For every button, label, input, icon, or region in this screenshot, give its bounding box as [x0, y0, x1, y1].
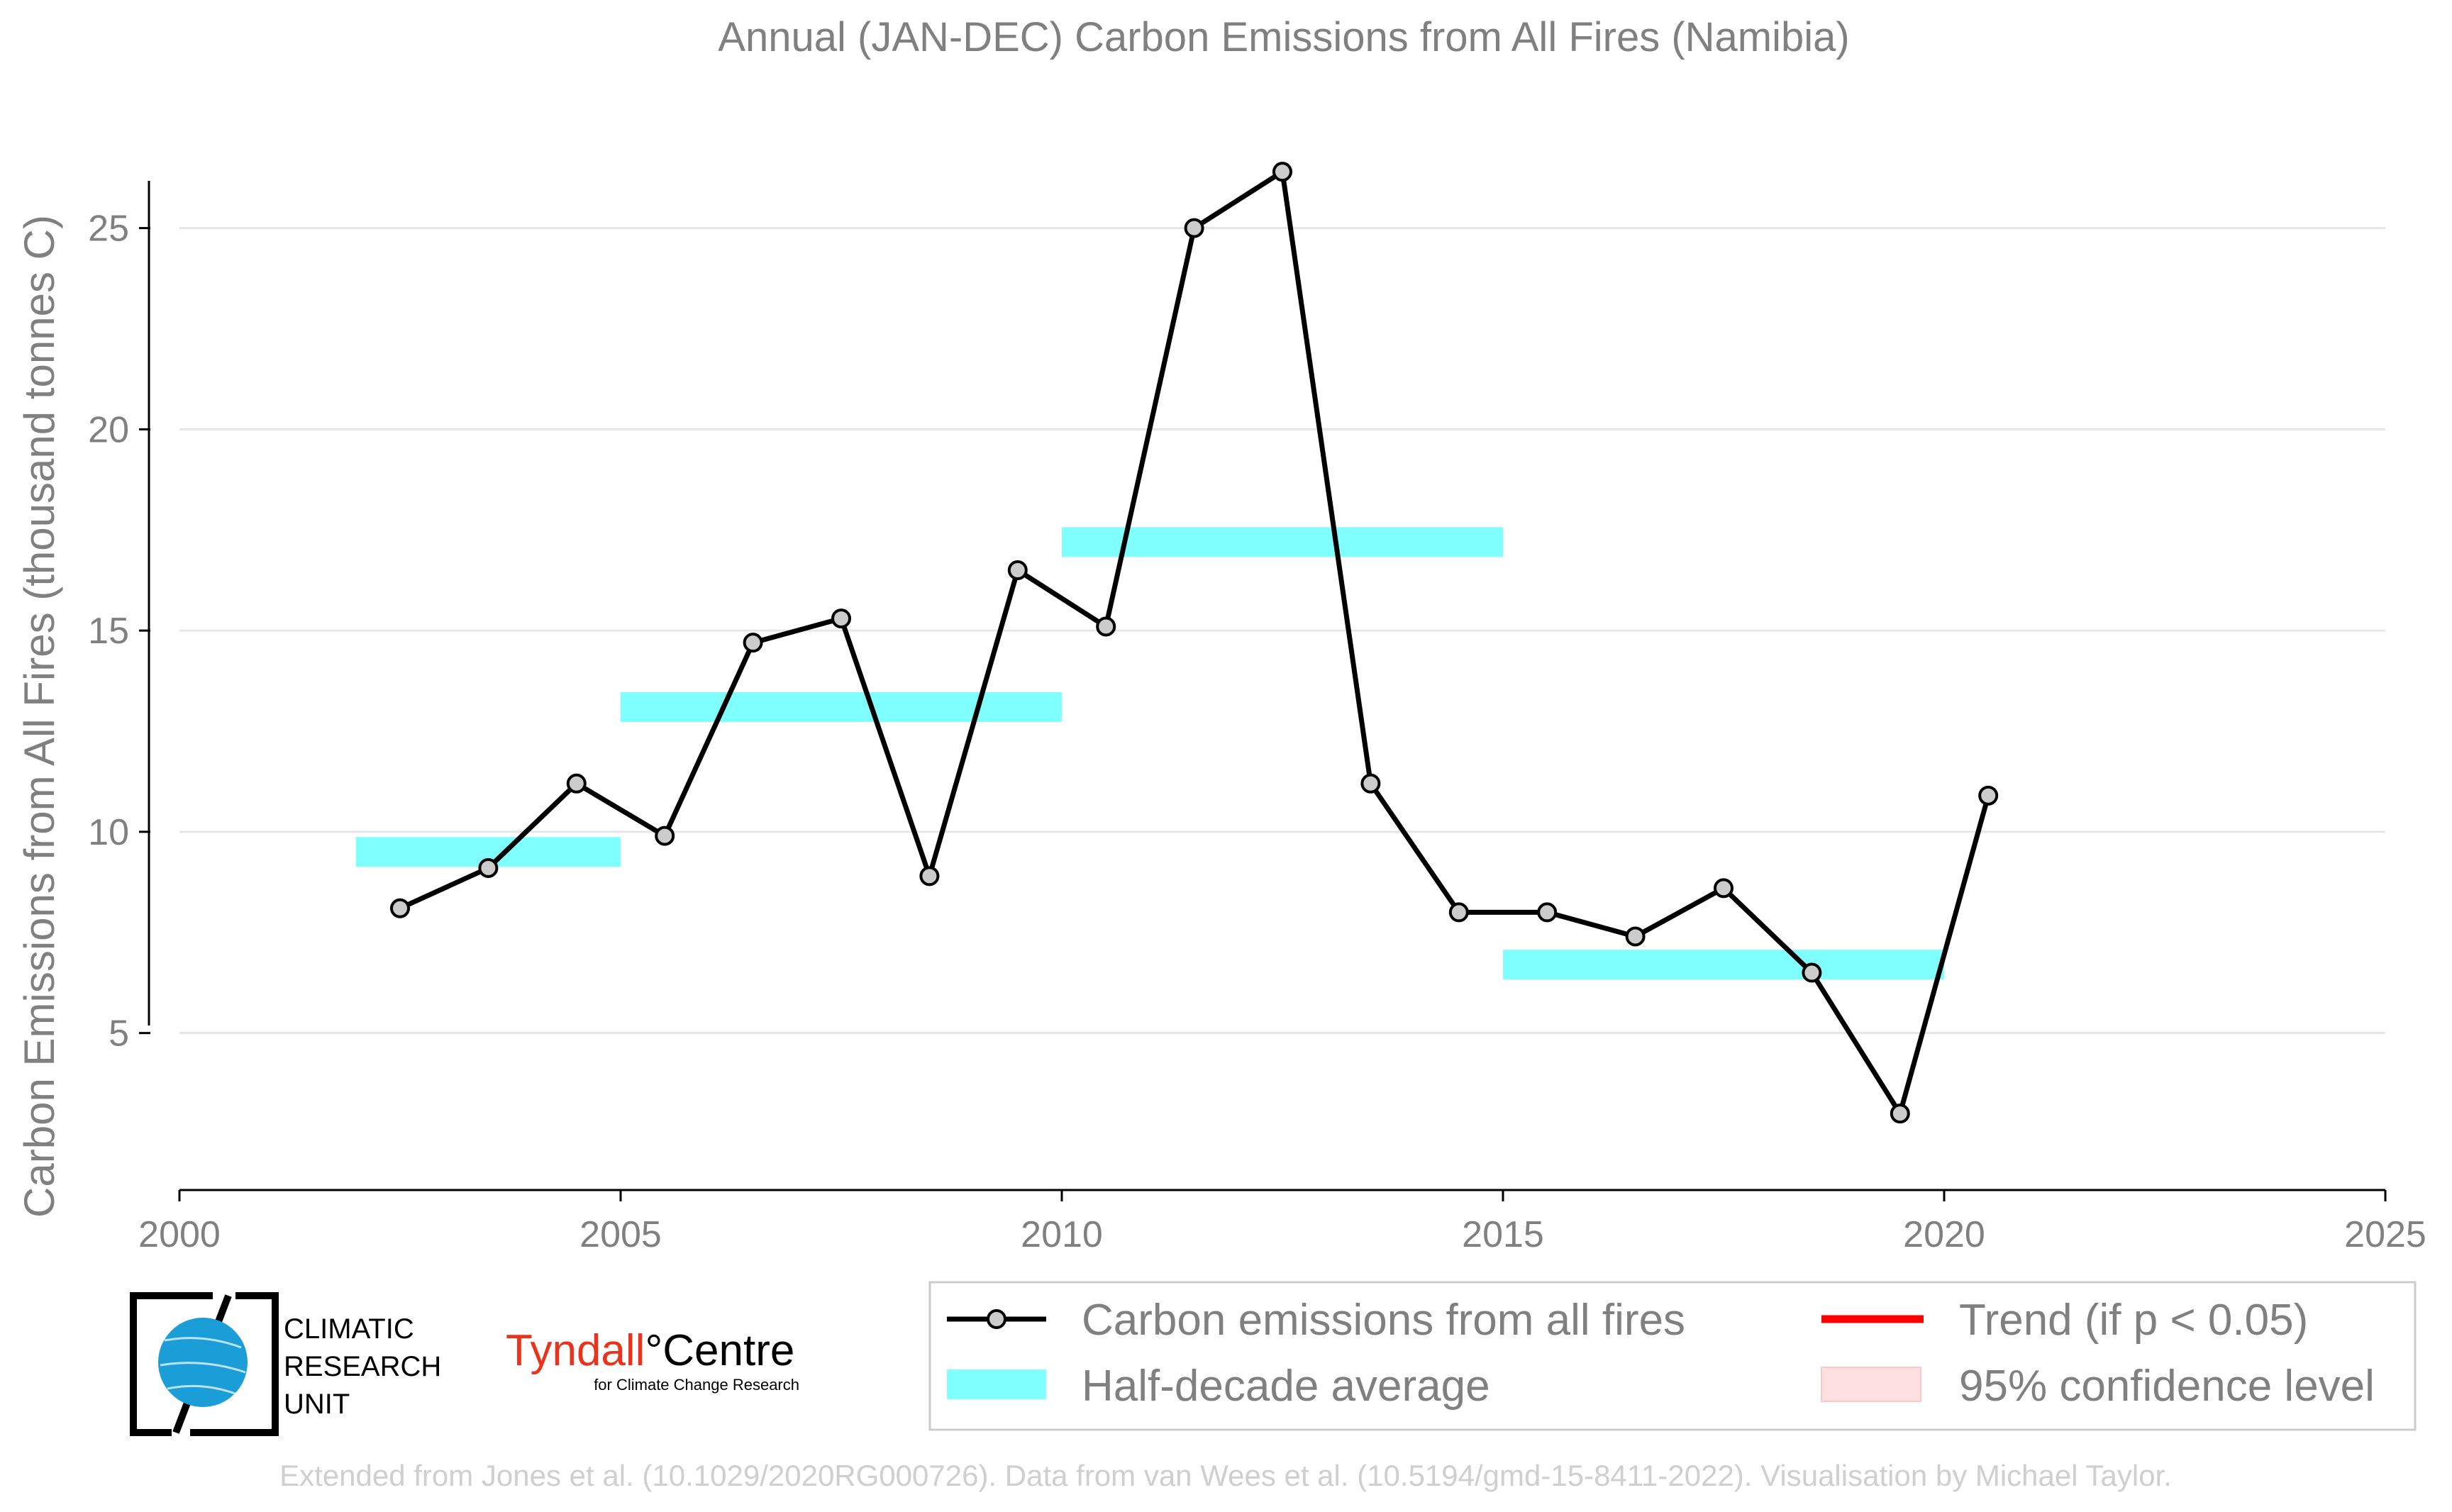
- data-point: [1448, 902, 1469, 923]
- data-point: [655, 826, 675, 846]
- data-point: [1802, 962, 1822, 983]
- legend-trend-label: Trend (if p < 0.05): [1959, 1296, 2308, 1345]
- cru-line3: UNIT: [284, 1389, 350, 1420]
- legend-series-marker: [987, 1309, 1006, 1329]
- data-point: [1096, 616, 1116, 637]
- credit-text: Extended from Jones et al. (10.1029/2020…: [279, 1459, 2172, 1492]
- half-decade-band: [1503, 950, 1944, 980]
- x-ticks: 2000 2005 2010 2015 2020 2025: [138, 1190, 2426, 1255]
- legend-band-label: Half-decade average: [1082, 1362, 1490, 1411]
- tyndall-centre: Centre: [662, 1326, 794, 1375]
- data-point: [1890, 1104, 1910, 1124]
- tyndall-main: Tyndall: [506, 1326, 645, 1375]
- tyndall-degree: °: [645, 1326, 662, 1375]
- data-point: [1272, 162, 1292, 182]
- legend-ci-label: 95% confidence level: [1959, 1362, 2375, 1411]
- globe-lines-icon: [160, 1337, 246, 1396]
- half-decade-band: [621, 691, 1062, 722]
- data-point: [1978, 785, 1999, 806]
- half-decade-band: [1062, 527, 1503, 557]
- y-tick-label: 15: [88, 611, 129, 652]
- legend-band-swatch: [947, 1369, 1046, 1399]
- legend-ci-swatch: [1821, 1367, 1921, 1402]
- cru-logo-frame: [130, 1292, 213, 1436]
- data-point: [1625, 926, 1646, 947]
- half-decade-bands: [355, 527, 1944, 980]
- cru-line1: CLIMATIC: [284, 1313, 414, 1345]
- data-point: [919, 866, 940, 886]
- data-point: [831, 608, 851, 629]
- y-ticks: 5 10 15 20 25: [88, 209, 150, 1055]
- axes: [148, 181, 2385, 1191]
- x-tick-label: 2010: [1021, 1214, 1103, 1255]
- data-point: [566, 773, 587, 794]
- tyndall-logo: Tyndall°Centre for Climate Change Resear…: [506, 1326, 799, 1394]
- tyndall-wordmark: Tyndall°Centre: [506, 1326, 794, 1375]
- cru-logo-frame-right: [190, 1292, 279, 1436]
- data-point: [1007, 560, 1028, 581]
- data-point: [478, 857, 499, 878]
- data-point: [1714, 878, 1733, 899]
- data-point: [1537, 902, 1558, 923]
- data-point: [1184, 218, 1204, 238]
- chart-title: Annual (JAN-DEC) Carbon Emissions from A…: [718, 14, 1849, 60]
- cru-line2: RESEARCH: [284, 1351, 441, 1382]
- x-tick-label: 2015: [1462, 1214, 1544, 1255]
- y-tick-label: 20: [88, 409, 129, 450]
- tyndall-sub: for Climate Change Research: [594, 1376, 799, 1394]
- legend-series-label: Carbon emissions from all fires: [1082, 1296, 1685, 1345]
- y-axis-label: Carbon Emissions from All Fires (thousan…: [16, 215, 63, 1218]
- data-point: [390, 898, 410, 918]
- x-tick-label: 2005: [579, 1214, 662, 1255]
- legend: Carbon emissions from all fires Trend (i…: [928, 1281, 2417, 1431]
- y-tick-label: 25: [88, 209, 129, 250]
- data-point: [1360, 773, 1381, 794]
- cru-logo: CLIMATIC RESEARCH UNIT: [130, 1292, 441, 1436]
- legend-box: [928, 1281, 2417, 1431]
- x-tick-label: 2000: [138, 1214, 221, 1255]
- x-tick-label: 2025: [2344, 1214, 2426, 1255]
- data-point: [743, 633, 763, 653]
- y-tick-label: 5: [109, 1013, 129, 1055]
- x-tick-label: 2020: [1903, 1214, 1985, 1255]
- y-tick-label: 10: [88, 812, 129, 853]
- series-points: [390, 162, 1999, 1124]
- gridlines: [179, 227, 2385, 1035]
